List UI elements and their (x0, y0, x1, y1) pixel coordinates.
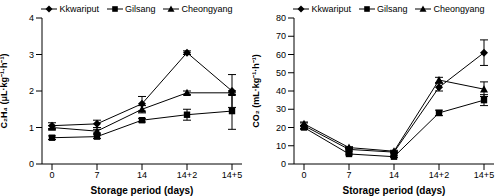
svg-text:4: 4 (29, 13, 34, 23)
html-text:Cheongyang: Cheongyang (181, 4, 233, 14)
svg-text:Storage period (days): Storage period (days) (343, 185, 446, 196)
svg-text:14+5: 14+5 (222, 170, 242, 180)
html-text:Kkwariput: Kkwariput (311, 4, 351, 14)
svg-text:1: 1 (29, 123, 34, 133)
svg-text:0: 0 (281, 159, 286, 169)
html-text:Gilsang: Gilsang (125, 4, 156, 14)
svg-text:20: 20 (276, 123, 286, 133)
svg-text:14: 14 (389, 170, 399, 180)
svg-text:10: 10 (276, 141, 286, 151)
svg-text:40: 40 (276, 86, 286, 96)
svg-text:14+2: 14+2 (177, 170, 197, 180)
svg-text:0: 0 (301, 170, 306, 180)
svg-text:Storage period (days): Storage period (days) (91, 185, 194, 196)
svg-text:2: 2 (29, 86, 34, 96)
svg-text:3: 3 (29, 50, 34, 60)
svg-text:50: 50 (276, 68, 286, 78)
svg-text:C₂H₄ (μL·kg⁻¹·h⁻¹): C₂H₄ (μL·kg⁻¹·h⁻¹) (8, 54, 9, 129)
html-text:Cheongyang: Cheongyang (433, 4, 485, 14)
html-text:Gilsang: Gilsang (377, 4, 408, 14)
svg-text:0: 0 (29, 159, 34, 169)
svg-text:30: 30 (276, 104, 286, 114)
svg-text:0: 0 (49, 170, 54, 180)
svg-text:CO₂ (mL·kg⁻¹·h⁻¹): CO₂ (mL·kg⁻¹·h⁻¹) (252, 54, 261, 127)
svg-text:14+2: 14+2 (429, 170, 449, 180)
svg-text:70: 70 (276, 31, 286, 41)
html-text:Kkwariput: Kkwariput (59, 4, 99, 14)
svg-text:14+5: 14+5 (474, 170, 494, 180)
svg-text:7: 7 (346, 170, 351, 180)
svg-text:80: 80 (276, 13, 286, 23)
svg-text:7: 7 (94, 170, 99, 180)
svg-text:60: 60 (276, 50, 286, 60)
svg-text:14: 14 (137, 170, 147, 180)
